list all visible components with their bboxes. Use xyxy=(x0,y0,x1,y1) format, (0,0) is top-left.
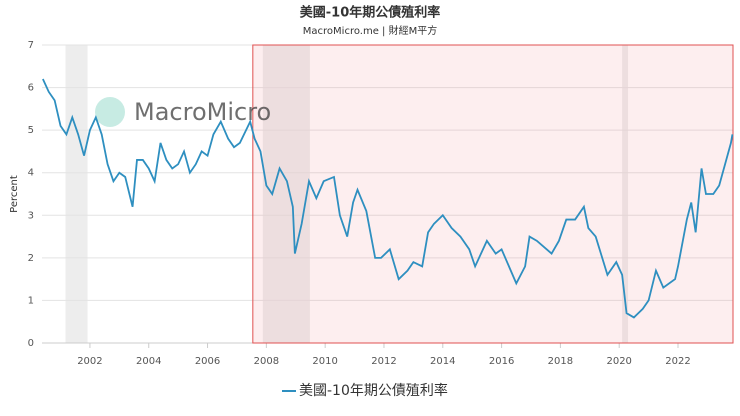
y-tick-label: 7 xyxy=(28,40,34,51)
x-tick-label: 2004 xyxy=(136,356,161,367)
x-tick-label: 2006 xyxy=(195,356,220,367)
recession-band xyxy=(262,45,310,343)
x-tick-label: 2020 xyxy=(606,356,631,367)
highlight-box xyxy=(252,44,734,344)
chart-subtitle: MacroMicro.me | 財經M平方 xyxy=(303,24,437,37)
recession-band xyxy=(622,45,629,343)
x-tick-label: 2016 xyxy=(489,356,514,367)
x-tick-label: 2010 xyxy=(312,356,337,367)
y-tick-label: 0 xyxy=(28,338,34,349)
y-tick-label: 6 xyxy=(28,83,34,94)
line xyxy=(42,78,734,319)
y-tick-label: 4 xyxy=(28,168,34,179)
x-tick-label: 2018 xyxy=(548,356,573,367)
y-tick-label: 1 xyxy=(28,295,34,306)
x-tick-label: 2012 xyxy=(371,356,396,367)
x-tick-label: 2002 xyxy=(77,356,102,367)
y-tick-label: 2 xyxy=(28,253,34,264)
chart-title: 美國-10年期公債殖利率 xyxy=(300,5,441,21)
x-tick-label: 2008 xyxy=(254,356,279,367)
legend-label: 美國-10年期公債殖利率 xyxy=(299,382,448,399)
y-tick-label: 5 xyxy=(28,125,34,136)
y-tick-label: 3 xyxy=(28,210,34,221)
y-axis-label: Percent xyxy=(9,175,20,213)
x-tick-label: 2014 xyxy=(430,356,455,367)
watermark-logo xyxy=(95,97,125,127)
recession-band xyxy=(65,45,88,343)
watermark: MacroMicro xyxy=(134,98,271,126)
x-tick-label: 2022 xyxy=(665,356,690,367)
